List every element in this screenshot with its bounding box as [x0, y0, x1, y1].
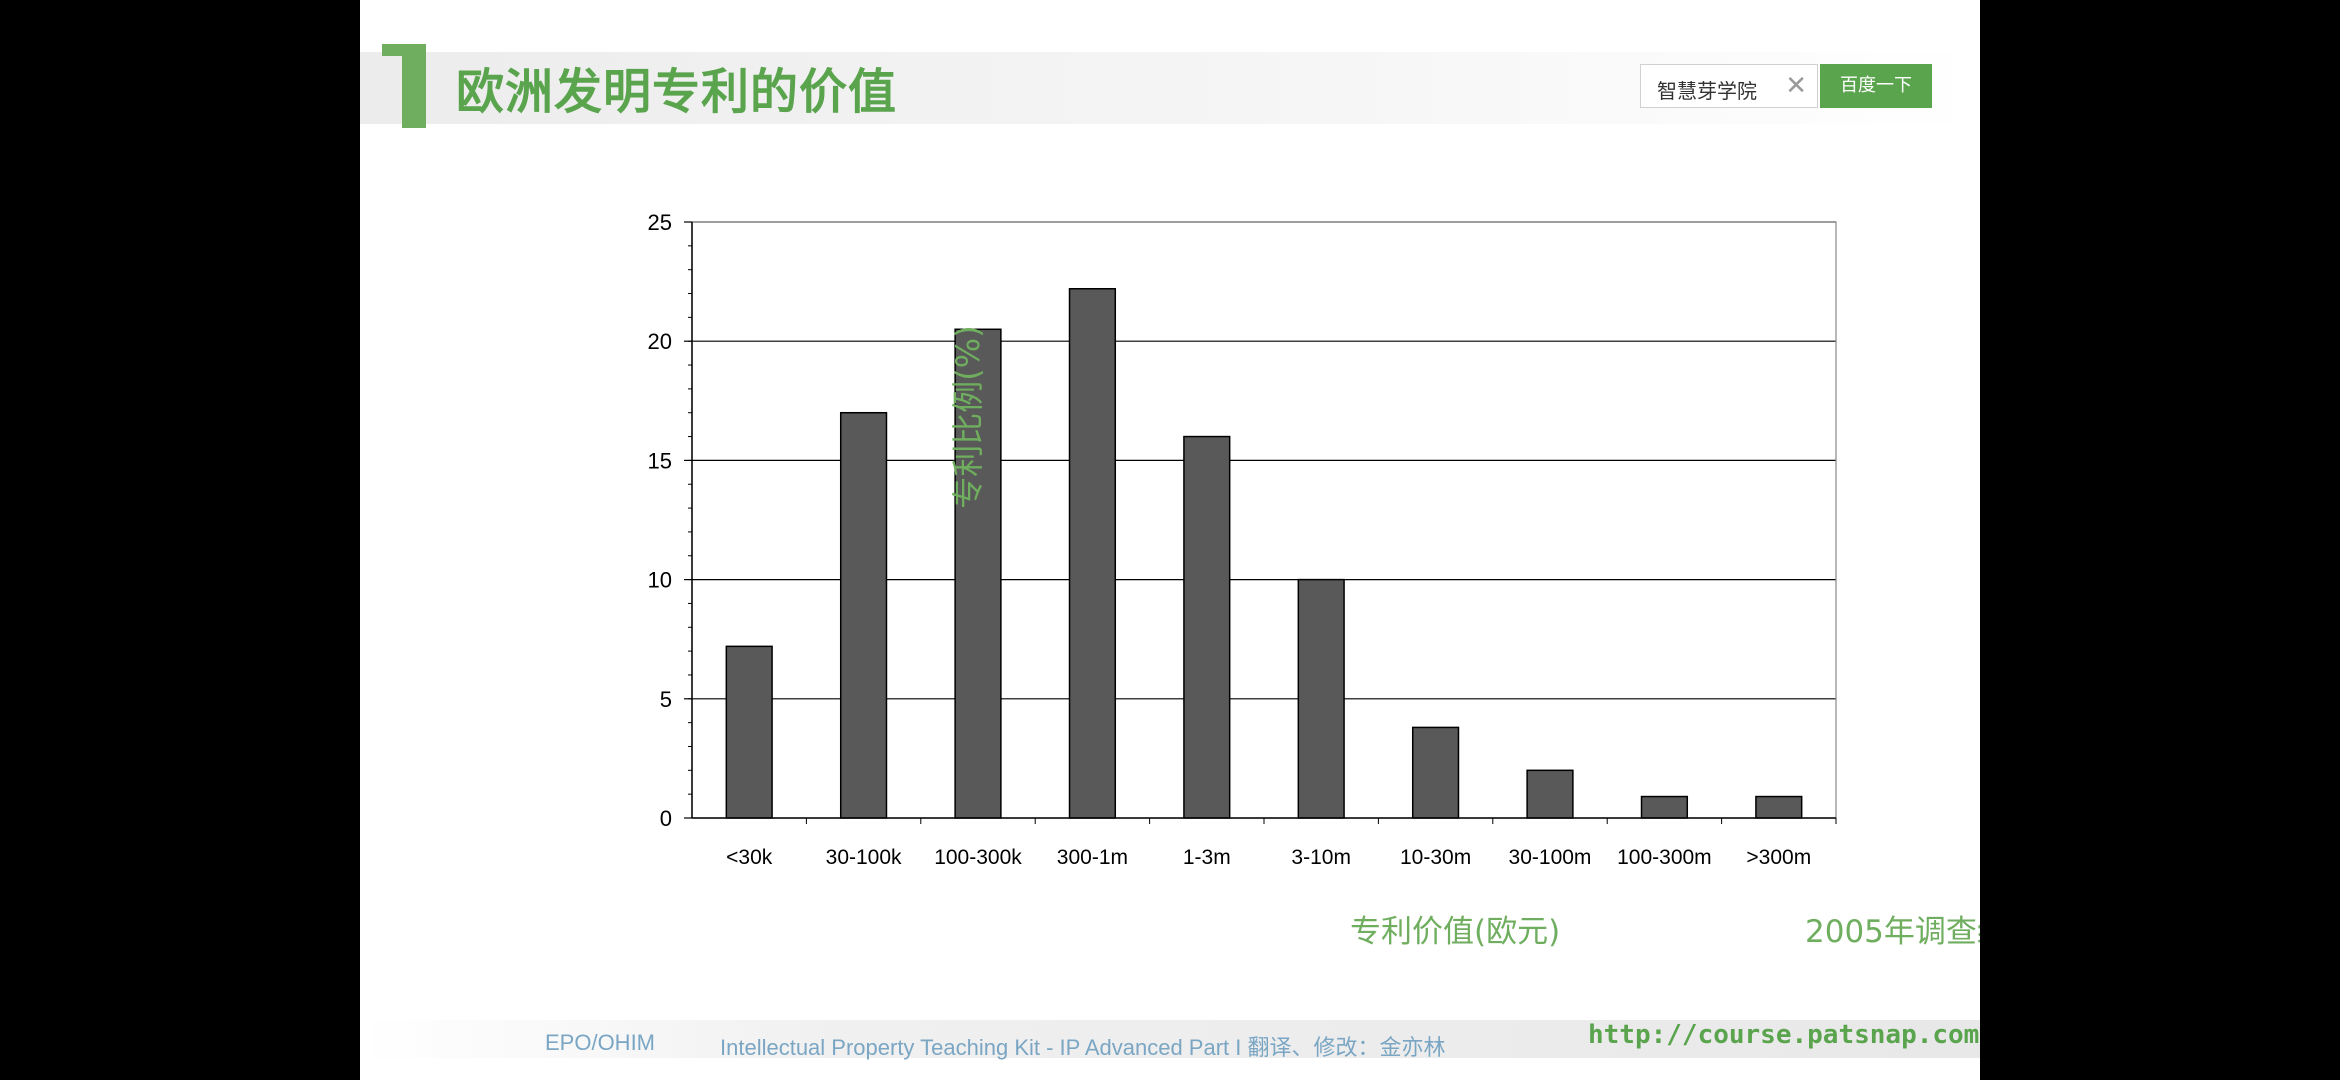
x-tick-label: 30-100m [1509, 846, 1592, 869]
bar-6 [1411, 726, 1460, 819]
bar-7 [1526, 769, 1574, 819]
y-tick-label: 15 [648, 448, 672, 473]
bar-3 [1068, 288, 1117, 819]
x-tick-label: 1-3m [1183, 846, 1231, 869]
title-accent-mark [382, 44, 406, 56]
footer-credit: Intellectual Property Teaching Kit - IP … [720, 1035, 1446, 1060]
y-tick-label: 0 [660, 806, 672, 831]
y-tick-label: 20 [648, 329, 672, 354]
bar-9 [1755, 795, 1803, 819]
bar-5 [1297, 578, 1345, 819]
footer-band [360, 1020, 1980, 1058]
x-tick-label: 3-10m [1291, 846, 1351, 869]
x-tick-label: <30k [726, 846, 773, 869]
bar-1 [839, 411, 888, 819]
x-tick-label: 10-30m [1400, 846, 1471, 869]
bar-8 [1640, 795, 1689, 819]
search-input-value: 智慧芽学院 [1657, 79, 1757, 103]
axes [684, 221, 1837, 824]
footer-source: EPO/OHIM [545, 1030, 656, 1055]
x-tick-label: 30-100k [826, 846, 902, 869]
bar-0 [725, 645, 773, 819]
close-icon[interactable]: ✕ [1785, 71, 1807, 101]
x-tick-label: 100-300m [1617, 846, 1712, 869]
slide: 欧洲发明专利的价值 智慧芽学院 ✕ 百度一下 0 5 10 15 20 25 <30k 30-… [360, 0, 1980, 1080]
page-title: 欧洲发明专利的价值 [456, 64, 898, 120]
y-tick-label: 5 [660, 687, 672, 712]
search-input[interactable]: 智慧芽学院 ✕ [1640, 64, 1818, 108]
y-tick-label: 25 [648, 210, 672, 235]
x-tick-label: >300m [1746, 846, 1811, 869]
y-axis-title: 专利比例(%) [949, 325, 987, 509]
bars [725, 288, 1803, 819]
title-accent-bar [402, 44, 426, 128]
footer-url-link[interactable]: http://course.patsnap.com/ [1588, 1020, 1980, 1050]
y-tick-label: 10 [648, 568, 672, 593]
bar-4 [1183, 435, 1231, 819]
x-tick-label: 100-300k [934, 846, 1022, 869]
x-tick-label: 300-1m [1057, 846, 1128, 869]
bar-chart: 0 5 10 15 20 25 <30k 30-100k 100-300k 300-1m 1-3m 3… [648, 210, 1837, 869]
search-button[interactable]: 百度一下 [1820, 64, 1932, 108]
tick-labels: 0 5 10 15 20 25 <30k 30-100k 100-300k 300-1m 1-3m 3… [648, 210, 1812, 869]
x-axis-title: 专利价值(欧元) [1350, 914, 1561, 950]
chart-annotation: 2005年调查约9600发明人 [1805, 914, 1980, 950]
